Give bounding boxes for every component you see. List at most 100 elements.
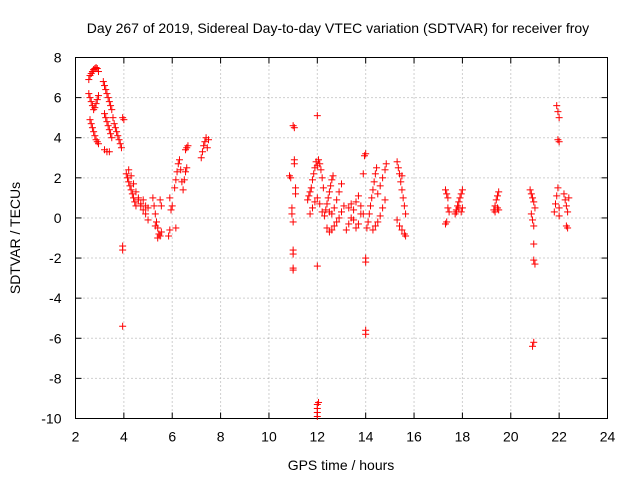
data-point (131, 198, 139, 206)
data-point (157, 202, 165, 210)
data-point (362, 150, 370, 158)
data-point (87, 120, 95, 128)
data-point (90, 128, 98, 136)
data-point (101, 110, 109, 118)
data-point (457, 190, 465, 198)
data-point (555, 212, 563, 220)
data-point (354, 220, 362, 228)
data-point (555, 114, 563, 122)
data-point (107, 102, 115, 110)
data-point (398, 172, 406, 180)
data-point (179, 186, 187, 194)
data-point (495, 206, 503, 214)
data-point (338, 180, 345, 188)
data-point (313, 412, 321, 420)
data-point (526, 186, 534, 194)
data-point (373, 164, 381, 172)
y-tick-label: 0 (54, 210, 62, 226)
x-tick-label: 14 (358, 429, 374, 445)
y-tick-label: -4 (49, 290, 62, 306)
data-point (144, 204, 152, 212)
data-point (458, 204, 466, 212)
data-point (99, 78, 107, 86)
data-point (122, 170, 130, 178)
data-point (527, 210, 535, 218)
data-point (325, 188, 333, 196)
data-point (151, 210, 159, 218)
data-point (197, 154, 205, 162)
data-point (335, 188, 343, 196)
data-point (177, 166, 185, 174)
data-point (458, 186, 466, 194)
data-point (175, 156, 183, 164)
data-point (529, 194, 537, 202)
data-point (119, 322, 127, 330)
data-point (205, 136, 212, 144)
data-point (308, 176, 316, 184)
data-point (400, 202, 408, 210)
data-point (328, 176, 336, 184)
data-point (107, 130, 115, 138)
data-point (379, 174, 387, 182)
data-point (153, 218, 161, 226)
data-point (367, 202, 375, 210)
data-point (322, 206, 330, 214)
data-point (127, 186, 135, 194)
grid-lines (75, 57, 608, 419)
x-tick-labels: 2 4 6 8 10 12 14 16 18 20 22 24 (72, 429, 616, 445)
x-axis-label: GPS time / hours (288, 457, 395, 473)
data-point (369, 226, 377, 234)
data-point (318, 208, 326, 216)
data-point (308, 204, 316, 212)
data-point (86, 116, 94, 124)
data-point (552, 200, 560, 208)
data-point (370, 178, 378, 186)
data-point (562, 202, 570, 210)
data-point (492, 196, 500, 204)
data-point (182, 168, 190, 176)
x-tick-label: 24 (600, 429, 616, 445)
data-point (151, 222, 159, 230)
data-point (340, 202, 348, 210)
data-point (347, 200, 355, 208)
data-point (287, 174, 295, 182)
data-point (374, 190, 382, 198)
data-point (345, 204, 353, 212)
data-point (369, 186, 377, 194)
data-point (374, 218, 382, 226)
data-point (330, 204, 338, 212)
y-tick-label: -2 (49, 250, 62, 266)
y-tick-labels: 8 6 4 2 0 -2 -4 -6 -8 -10 (41, 50, 61, 427)
data-point (565, 194, 573, 202)
data-point (495, 188, 503, 196)
data-point (174, 160, 182, 168)
data-point (166, 194, 174, 202)
data-point (316, 200, 324, 208)
x-tick-label: 16 (406, 429, 422, 445)
x-tick-label: 4 (120, 429, 128, 445)
data-point (292, 184, 300, 192)
data-point (142, 210, 150, 218)
data-point (324, 194, 332, 202)
x-tick-label: 18 (455, 429, 471, 445)
data-point (154, 234, 162, 242)
data-point (149, 194, 157, 202)
data-point (108, 106, 116, 114)
data-point (321, 212, 329, 220)
data-point (318, 174, 326, 182)
data-point (115, 136, 123, 144)
data-point (292, 190, 300, 198)
data-point (102, 86, 110, 94)
data-point (315, 156, 323, 164)
data-point (157, 228, 165, 236)
data-point (125, 178, 133, 186)
data-point (313, 262, 321, 270)
data-point (165, 232, 173, 240)
data-point (328, 210, 336, 218)
data-point (319, 184, 327, 192)
data-point (553, 102, 561, 110)
data-point (85, 90, 93, 98)
data-point (166, 226, 174, 234)
data-point (316, 160, 324, 168)
